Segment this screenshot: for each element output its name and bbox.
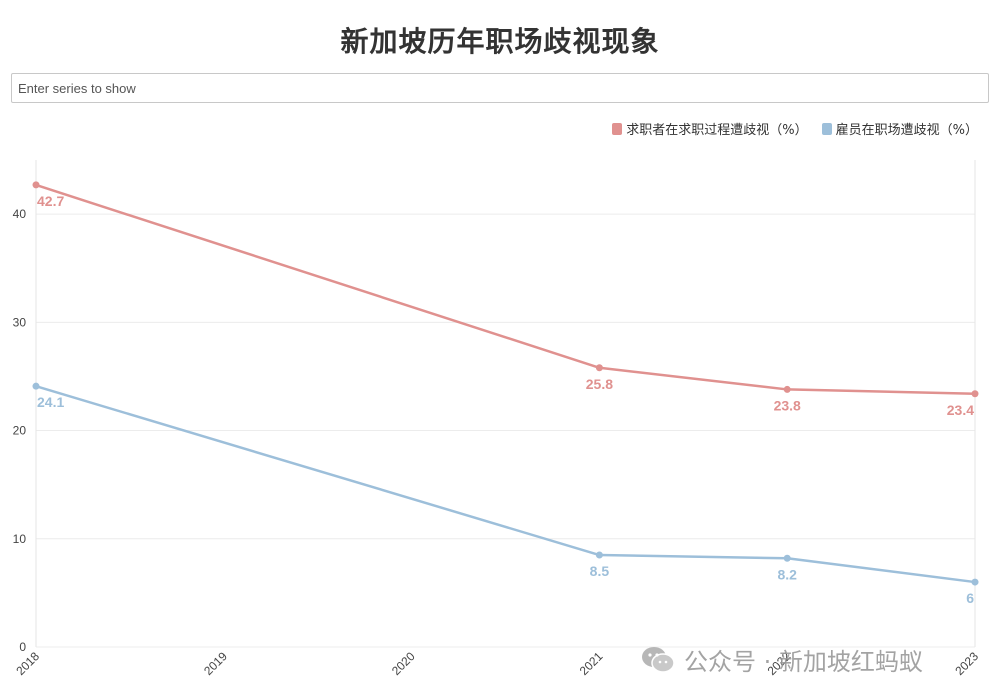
series-filter-input[interactable] [11,73,989,103]
y-tick-label-0: 0 [19,640,26,654]
data-point-1-2022 [783,554,791,562]
data-point-1-2023 [971,578,979,586]
data-label-1-2021: 8.5 [590,563,610,579]
data-point-0-2023 [971,390,979,398]
watermark: 公众号 · 新加坡红蚂蚁 [640,642,923,677]
data-point-0-2022 [783,385,791,393]
y-tick-label-20: 20 [13,424,27,438]
y-tick-label-40: 40 [13,207,27,221]
y-tick-label-30: 30 [13,315,27,329]
x-tick-label-2018: 2018 [13,649,42,678]
x-tick-label-2021: 2021 [577,649,606,678]
chart-legend: 求职者在求职过程遭歧视（%） 雇员在职场遭歧视（%） [612,119,978,138]
data-label-1-2022: 8.2 [777,566,797,582]
data-point-0-2018 [32,181,40,189]
wechat-icon [642,646,675,673]
series-line-0 [35,183,976,396]
legend-item-employees[interactable]: 雇员在职场遭歧视（%） [821,119,978,138]
x-tick-label-2023: 2023 [952,649,981,678]
data-point-1-2021 [595,551,603,559]
series-line-1 [35,384,976,584]
data-label-0-2023: 23.4 [947,402,974,418]
data-label-1-2023: 6 [966,590,974,606]
data-point-1-2018 [32,382,40,390]
watermark-text: 公众号 · 新加坡红蚂蚁 [684,648,923,676]
x-tick-label-2020: 2020 [389,649,418,678]
data-point-0-2021 [595,364,603,372]
data-label-1-2018: 24.1 [37,394,64,410]
legend-item-job-seekers[interactable]: 求职者在求职过程遭歧视（%） [612,119,808,138]
legend-swatch-employees [821,122,832,135]
chart-title: 新加坡历年职场歧视现象 [340,25,660,58]
legend-label-job-seekers: 求职者在求职过程遭歧视（%） [626,123,808,138]
legend-label-employees: 雇员在职场遭歧视（%） [835,123,978,138]
y-tick-label-10: 10 [13,532,27,546]
legend-swatch-job-seekers [612,122,623,135]
data-label-0-2018: 42.7 [37,193,64,209]
data-label-0-2022: 23.8 [774,397,801,413]
data-label-0-2021: 25.8 [586,376,613,392]
x-tick-label-2019: 2019 [201,649,230,678]
